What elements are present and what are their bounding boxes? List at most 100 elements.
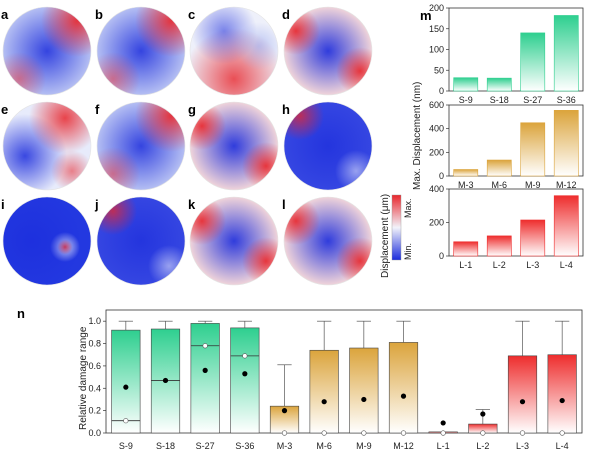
y-tick-label: 1.0 xyxy=(88,316,101,326)
box-L-1: L-1 xyxy=(428,420,458,451)
x-tick-label: L-4 xyxy=(556,441,569,451)
panel-label-l: l xyxy=(282,197,286,212)
map-l xyxy=(284,197,372,285)
panel-label-m: m xyxy=(420,8,432,23)
panel-m-bar-charts: m 0 50 100 150 200 S-9 S-18 S-27 S-36 0 200 400 600 M-… xyxy=(412,3,584,270)
y-tick-label: 50 xyxy=(434,65,444,75)
box xyxy=(547,354,577,434)
mean-marker xyxy=(400,393,407,399)
mean-marker xyxy=(321,399,327,405)
map-blob xyxy=(135,7,185,57)
map-blob xyxy=(190,197,226,245)
map-blob xyxy=(336,47,372,95)
x-tick-label: L-1 xyxy=(437,441,450,451)
colorbar: Max. Min. Displacement (μm) xyxy=(380,194,413,278)
x-tick-label: M-12 xyxy=(393,441,414,451)
chart-m-middle: 0 200 400 600 M-3 M-6 M-9 M-12 xyxy=(429,100,584,190)
panel-label-c: c xyxy=(188,7,195,22)
panel-label-b: b xyxy=(95,7,103,22)
map-outline xyxy=(96,196,186,286)
box xyxy=(111,329,141,434)
bar xyxy=(553,15,579,92)
box-L-2: L-2 xyxy=(468,409,498,451)
percentile-marker xyxy=(440,430,446,436)
y-tick-label: 0.0 xyxy=(88,428,101,438)
percentile-marker xyxy=(400,430,407,436)
map-outline xyxy=(283,101,373,191)
map-outline xyxy=(2,196,92,286)
map-blob xyxy=(242,142,278,190)
x-tick-label: M-6 xyxy=(492,180,508,190)
map-outline xyxy=(2,6,92,96)
x-tick-label: S-36 xyxy=(235,441,254,451)
map-blob xyxy=(51,150,91,190)
box xyxy=(309,349,339,434)
colorbar-min-label: Min. xyxy=(403,243,413,260)
percentile-marker xyxy=(202,343,208,349)
x-tick-label: M-6 xyxy=(316,441,332,451)
mean-marker xyxy=(519,399,526,405)
box-M-3: M-3 xyxy=(269,364,300,451)
mean-marker xyxy=(123,384,129,390)
map-blob xyxy=(135,102,185,152)
map-blob xyxy=(41,7,91,57)
x-tick-label: S-36 xyxy=(557,95,576,105)
box-S-36: S-36 xyxy=(230,320,260,451)
x-tick-label: M-9 xyxy=(525,180,541,190)
x-tick-label: S-27 xyxy=(196,441,215,451)
x-tick-label: L-4 xyxy=(560,260,573,270)
x-tick-label: L-2 xyxy=(476,441,489,451)
map-blob xyxy=(29,102,91,154)
m-y-axis-title: Max. Displacement (nm) xyxy=(412,82,423,190)
box-S-18: S-18 xyxy=(150,320,181,451)
map-outline xyxy=(2,101,92,191)
x-tick-label: L-1 xyxy=(459,260,472,270)
y-tick-label: 0.6 xyxy=(88,361,101,371)
mean-marker xyxy=(202,367,208,373)
map-blob xyxy=(284,197,320,245)
panel-label-n: n xyxy=(17,306,25,321)
percentile-marker xyxy=(361,430,367,436)
colorbar-title: Displacement (μm) xyxy=(380,194,391,278)
y-tick-label: 0.2 xyxy=(88,406,101,416)
chart-m-top: 0 50 100 150 200 S-9 S-18 S-27 S-36 xyxy=(429,3,584,105)
map-outline xyxy=(189,196,279,286)
x-tick-label: M-12 xyxy=(556,180,577,190)
percentile-marker xyxy=(281,430,288,436)
map-blob xyxy=(284,7,320,55)
x-tick-label: L-3 xyxy=(516,441,529,451)
chart-m-bottom: 0 200 400 L-1 L-2 L-3 L-4 xyxy=(429,184,584,270)
y-tick-label: 0 xyxy=(439,171,444,181)
y-tick-label: 200 xyxy=(429,3,444,13)
box xyxy=(190,323,220,434)
percentile-marker xyxy=(321,430,327,436)
bar xyxy=(486,235,512,257)
map-outline xyxy=(189,101,279,191)
map-e xyxy=(3,102,91,190)
mean-marker xyxy=(440,420,446,426)
mean-marker xyxy=(559,397,565,404)
map-j xyxy=(97,197,185,285)
x-tick-label: M-3 xyxy=(277,441,293,451)
box-L-4: L-4 xyxy=(547,320,577,451)
map-blob xyxy=(97,147,140,190)
box xyxy=(230,327,260,434)
percentile-marker xyxy=(242,353,248,359)
x-tick-label: M-3 xyxy=(458,180,474,190)
mean-marker xyxy=(480,411,486,417)
map-f xyxy=(97,102,185,190)
box-M-12: M-12 xyxy=(388,320,419,451)
map-blob xyxy=(97,197,185,285)
panel-label-h: h xyxy=(282,102,290,117)
box xyxy=(507,355,538,434)
x-tick-label: L-2 xyxy=(493,260,506,270)
map-blob xyxy=(97,52,140,95)
box xyxy=(388,342,419,434)
panel-label-d: d xyxy=(282,7,290,22)
bar xyxy=(453,169,479,177)
map-b xyxy=(97,7,185,95)
panel-label-j: j xyxy=(94,197,99,212)
y-tick-label: 400 xyxy=(429,184,444,194)
x-tick-label: L-3 xyxy=(526,260,539,270)
plot-frame xyxy=(448,104,584,177)
